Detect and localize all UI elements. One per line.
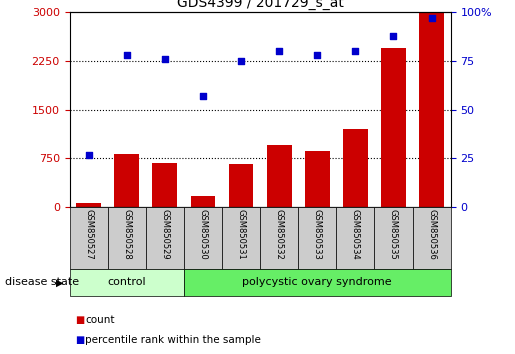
Point [161, 56, 169, 62]
Text: ▶: ▶ [56, 277, 63, 287]
Bar [70, 269, 184, 296]
Text: count: count [85, 315, 114, 325]
Text: polycystic ovary syndrome: polycystic ovary syndrome [243, 277, 392, 287]
Bar [260, 207, 298, 269]
Text: ■: ■ [75, 315, 84, 325]
Text: GSM850536: GSM850536 [427, 209, 436, 260]
Point [275, 48, 283, 54]
Bar [343, 129, 368, 207]
Bar [374, 207, 413, 269]
Text: ■: ■ [75, 335, 84, 345]
Bar [108, 207, 146, 269]
Point [84, 152, 93, 157]
Title: GDS4399 / 201729_s_at: GDS4399 / 201729_s_at [177, 0, 344, 10]
Text: disease state: disease state [5, 277, 79, 287]
Bar [381, 48, 406, 207]
Bar [413, 207, 451, 269]
Bar [336, 207, 374, 269]
Point [351, 48, 359, 54]
Bar [184, 207, 222, 269]
Text: GSM850533: GSM850533 [313, 209, 322, 260]
Bar [70, 207, 108, 269]
Bar [146, 207, 184, 269]
Bar [76, 203, 101, 207]
Text: GSM850535: GSM850535 [389, 209, 398, 260]
Bar [222, 207, 260, 269]
Bar [305, 151, 330, 207]
Bar [184, 269, 451, 296]
Point [123, 52, 131, 58]
Bar [114, 154, 139, 207]
Text: control: control [107, 277, 146, 287]
Text: GSM850527: GSM850527 [84, 209, 93, 260]
Text: GSM850534: GSM850534 [351, 209, 360, 260]
Bar [267, 145, 291, 207]
Point [237, 58, 245, 64]
Bar [229, 164, 253, 207]
Text: GSM850532: GSM850532 [274, 209, 284, 260]
Text: GSM850529: GSM850529 [160, 209, 169, 259]
Bar [191, 196, 215, 207]
Point [427, 15, 436, 21]
Text: GSM850528: GSM850528 [122, 209, 131, 260]
Bar [298, 207, 336, 269]
Text: GSM850531: GSM850531 [236, 209, 246, 260]
Point [389, 33, 398, 39]
Point [199, 93, 207, 99]
Bar [419, 12, 444, 207]
Text: GSM850530: GSM850530 [198, 209, 208, 260]
Text: percentile rank within the sample: percentile rank within the sample [85, 335, 261, 345]
Bar [152, 163, 177, 207]
Point [313, 52, 321, 58]
